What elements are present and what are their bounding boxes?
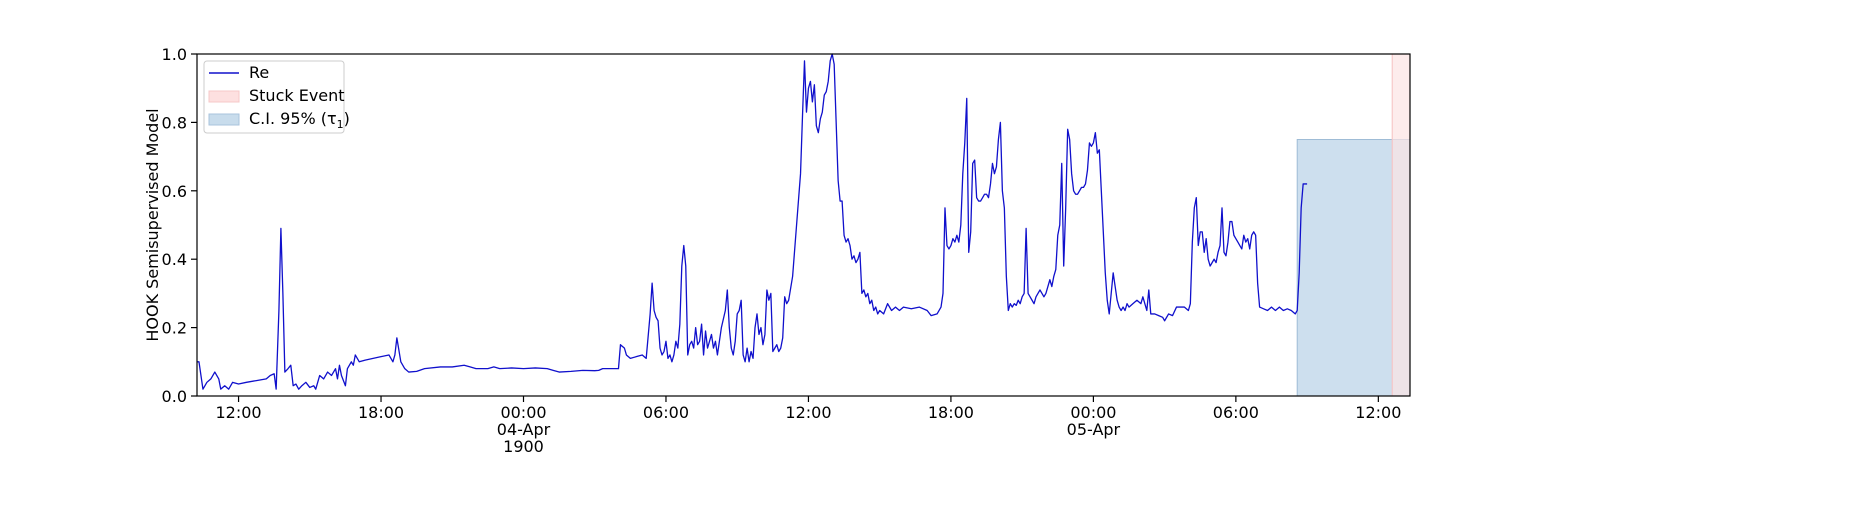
y-tick-label: 0.4 xyxy=(162,250,187,269)
x-tick-label: 06:00 xyxy=(643,403,689,422)
legend-label: C.I. 95% (τ1) xyxy=(249,109,350,131)
series-line-re xyxy=(197,53,1308,390)
legend-label-suffix: ) xyxy=(344,109,350,128)
y-tick-label: 1.0 xyxy=(162,45,187,64)
series-layer xyxy=(197,53,1308,390)
x-tick-label: 00:00 xyxy=(500,403,546,422)
x-tick-label: 12:00 xyxy=(785,403,831,422)
x-tick-date-label: 04-Apr xyxy=(497,420,551,439)
legend-label: Stuck Event xyxy=(249,86,345,105)
legend-swatch-patch xyxy=(208,90,240,103)
shaded-regions xyxy=(1296,53,1411,397)
x-tick-label: 18:00 xyxy=(928,403,974,422)
x-tick-label: 18:00 xyxy=(358,403,404,422)
y-tick-label: 0.2 xyxy=(162,319,187,338)
x-tick-label: 12:00 xyxy=(215,403,261,422)
x-tick-label: 00:00 xyxy=(1070,403,1116,422)
x-tick-date-label: 05-Apr xyxy=(1067,420,1121,439)
y-axis: 0.0 0.2 0.4 0.6 0.8 1.0 xyxy=(162,45,197,406)
y-tick-label: 0.6 xyxy=(162,182,187,201)
legend: Re Stuck Event C.I. 95% (τ1) xyxy=(203,60,350,134)
x-tick-year-label: 1900 xyxy=(503,437,544,456)
legend-label: Re xyxy=(249,63,269,82)
legend-label-subscript: 1 xyxy=(337,118,344,131)
ci-region xyxy=(1296,139,1411,397)
plot-frame xyxy=(196,53,1411,397)
stuck-event-region xyxy=(1391,53,1411,397)
legend-swatch-patch xyxy=(208,113,240,126)
y-axis-label: HOOK Semisupervised Model xyxy=(143,108,162,341)
x-tick-label: 06:00 xyxy=(1213,403,1259,422)
x-tick-label: 12:00 xyxy=(1355,403,1401,422)
y-tick-label: 0.0 xyxy=(162,387,187,406)
y-tick-label: 0.8 xyxy=(162,113,187,132)
